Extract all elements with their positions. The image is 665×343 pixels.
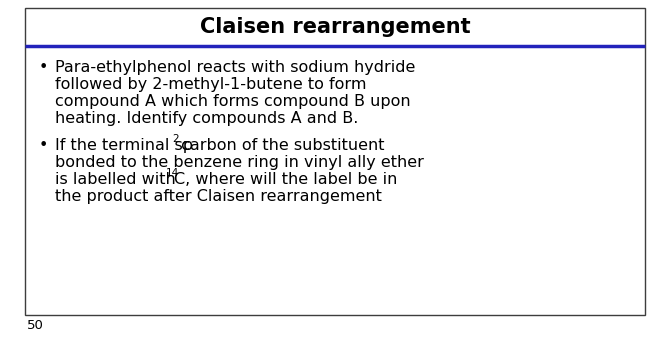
- Text: If the terminal sp: If the terminal sp: [55, 138, 193, 153]
- Text: followed by 2-methyl-1-butene to form: followed by 2-methyl-1-butene to form: [55, 77, 366, 92]
- Bar: [25, 8, 645, 315]
- Text: is labelled with: is labelled with: [55, 172, 181, 187]
- Text: 14: 14: [166, 168, 179, 178]
- Text: 50: 50: [27, 319, 44, 332]
- Text: •: •: [39, 60, 49, 75]
- Text: •: •: [39, 138, 49, 153]
- Text: bonded to the benzene ring in vinyl ally ether: bonded to the benzene ring in vinyl ally…: [55, 155, 424, 170]
- Text: the product after Claisen rearrangement: the product after Claisen rearrangement: [55, 189, 382, 204]
- Text: Claisen rearrangement: Claisen rearrangement: [200, 17, 470, 37]
- Text: Para-ethylphenol reacts with sodium hydride: Para-ethylphenol reacts with sodium hydr…: [55, 60, 416, 75]
- Text: C, where will the label be in: C, where will the label be in: [174, 172, 397, 187]
- Text: heating. Identify compounds A and B.: heating. Identify compounds A and B.: [55, 111, 358, 126]
- Text: compound A which forms compound B upon: compound A which forms compound B upon: [55, 94, 410, 109]
- Text: 2: 2: [172, 134, 179, 144]
- Text: carbon of the substituent: carbon of the substituent: [176, 138, 384, 153]
